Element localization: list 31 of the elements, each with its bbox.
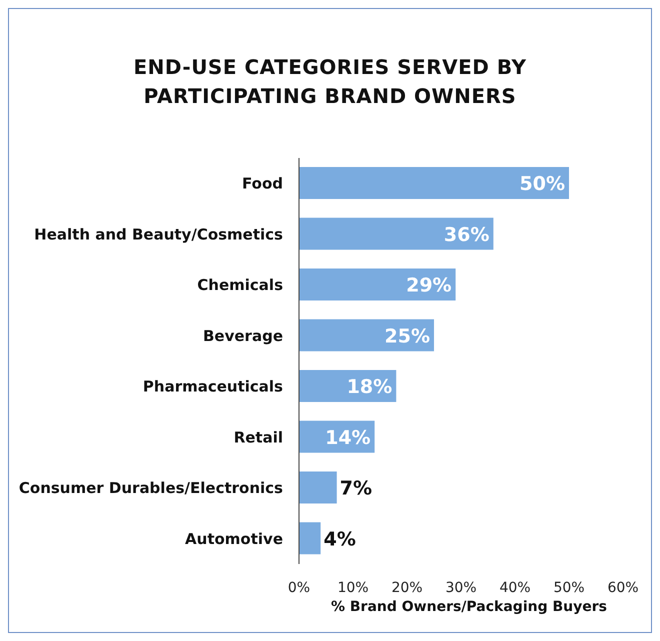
y-tick-label: Pharmaceuticals	[142, 378, 284, 396]
bar	[299, 218, 494, 250]
y-tick-label: Chemicals	[197, 276, 284, 294]
bar	[299, 319, 434, 352]
data-label: 4%	[324, 528, 356, 550]
bar	[299, 522, 321, 554]
x-tick-label: 20%	[391, 580, 423, 596]
x-axis-title: % Brand Owners/Packaging Buyers	[330, 599, 608, 615]
y-tick-label: Automotive	[185, 530, 283, 548]
y-tick-label: Food	[242, 174, 283, 193]
data-label: 14%	[325, 426, 371, 449]
bar	[299, 167, 569, 199]
y-tick-label: Retail	[234, 428, 283, 446]
chart-title: END-USE CATEGORIES SERVED BY PARTICIPATING BRAND OWNERS	[132, 54, 528, 110]
x-tick-label: 30%	[445, 580, 477, 596]
bar	[299, 268, 456, 300]
data-label: 50%	[520, 173, 565, 195]
data-label: 18%	[346, 376, 392, 398]
y-tick-label: Consumer Durables/Electronics	[18, 479, 284, 498]
data-label: 25%	[384, 325, 430, 348]
x-tick-label: 50%	[553, 580, 585, 596]
data-label: 36%	[444, 224, 490, 246]
x-tick-label: 40%	[499, 580, 531, 596]
x-tick-label: 60%	[607, 580, 639, 596]
data-label: 7%	[340, 478, 372, 500]
y-tick-label: Health and Beauty/Cosmetics	[34, 225, 284, 244]
y-tick-label: Beverage	[203, 326, 283, 345]
x-tick-label: 10%	[337, 580, 369, 596]
bar	[299, 472, 337, 504]
x-tick-label: 0%	[288, 580, 310, 596]
data-label: 29%	[406, 274, 452, 296]
